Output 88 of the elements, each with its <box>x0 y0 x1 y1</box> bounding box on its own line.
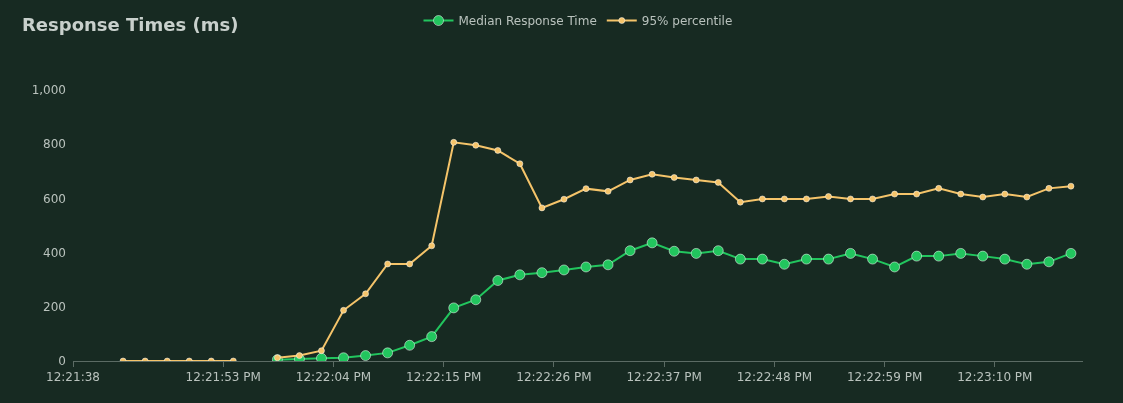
point <box>428 242 435 250</box>
point <box>690 248 702 259</box>
point <box>957 190 964 198</box>
point <box>999 253 1011 265</box>
x-tick-label: 12:21:53 PM <box>185 370 261 385</box>
point <box>803 195 810 203</box>
point <box>580 261 592 273</box>
y-tick-label: 1,000 <box>31 83 66 98</box>
point <box>913 190 920 198</box>
point <box>979 193 987 201</box>
point <box>1001 190 1009 198</box>
point <box>602 259 614 271</box>
point <box>847 195 854 203</box>
point <box>801 253 812 265</box>
y-tick-label: 400 <box>43 245 66 260</box>
point <box>494 147 502 154</box>
point <box>1021 259 1033 270</box>
x-tick-label: 12:21:38 <box>46 370 100 385</box>
point <box>891 190 898 198</box>
point <box>514 269 526 281</box>
point <box>404 340 415 351</box>
point <box>933 250 944 262</box>
point <box>823 253 834 265</box>
point <box>867 253 878 265</box>
legend-label: Median Response Time <box>458 14 597 29</box>
point <box>426 331 437 342</box>
point <box>448 302 459 314</box>
point <box>648 171 656 178</box>
point <box>845 248 856 259</box>
x-tick-label: 12:22:04 PM <box>295 370 372 385</box>
point <box>538 204 546 212</box>
point <box>911 250 922 262</box>
point <box>470 294 482 305</box>
point <box>362 290 369 298</box>
x-tick-label: 12:22:26 PM <box>516 370 592 385</box>
point <box>406 260 413 268</box>
point <box>316 353 327 361</box>
chart-title: Response Times (ms) <box>22 14 239 36</box>
point <box>626 176 634 184</box>
y-tick-label: 800 <box>43 137 66 152</box>
point <box>338 352 349 361</box>
point <box>384 260 391 268</box>
point <box>1067 182 1075 190</box>
point <box>735 253 746 265</box>
point <box>889 261 900 273</box>
point <box>560 195 568 203</box>
point <box>536 267 548 278</box>
point <box>737 198 744 206</box>
point <box>582 185 590 192</box>
point <box>781 195 788 203</box>
point <box>604 188 612 195</box>
point <box>869 195 876 203</box>
point <box>1023 193 1031 201</box>
y-tick-label: 600 <box>43 191 66 206</box>
point <box>624 245 636 256</box>
point <box>759 195 766 203</box>
point <box>715 179 722 186</box>
x-tick-label: 12:22:48 PM <box>736 370 813 385</box>
point <box>318 347 325 354</box>
point <box>646 237 658 249</box>
point <box>492 275 504 286</box>
legend-label: 95% percentile <box>641 14 733 29</box>
point <box>472 142 480 149</box>
point <box>670 174 678 181</box>
point <box>825 193 832 200</box>
point <box>757 253 768 265</box>
x-tick-label: 12:22:37 PM <box>626 370 702 385</box>
point <box>1043 256 1055 268</box>
point <box>977 250 989 262</box>
point <box>340 307 347 314</box>
x-tick-label: 12:23:10 PM <box>957 370 1033 385</box>
point <box>516 160 524 167</box>
point <box>382 347 393 359</box>
point <box>713 245 724 256</box>
point <box>558 264 570 276</box>
point <box>779 259 790 270</box>
x-tick-label: 12:22:59 PM <box>846 370 923 385</box>
point <box>935 185 942 192</box>
y-tick-label: 200 <box>43 300 66 314</box>
point <box>668 246 680 257</box>
point <box>1065 248 1077 259</box>
point <box>1045 185 1053 192</box>
x-tick-label: 12:22:15 PM <box>406 370 482 385</box>
y-tick-label: 0 <box>58 354 66 369</box>
point <box>692 176 700 184</box>
point <box>360 350 371 361</box>
point <box>450 139 457 146</box>
point <box>955 248 966 259</box>
